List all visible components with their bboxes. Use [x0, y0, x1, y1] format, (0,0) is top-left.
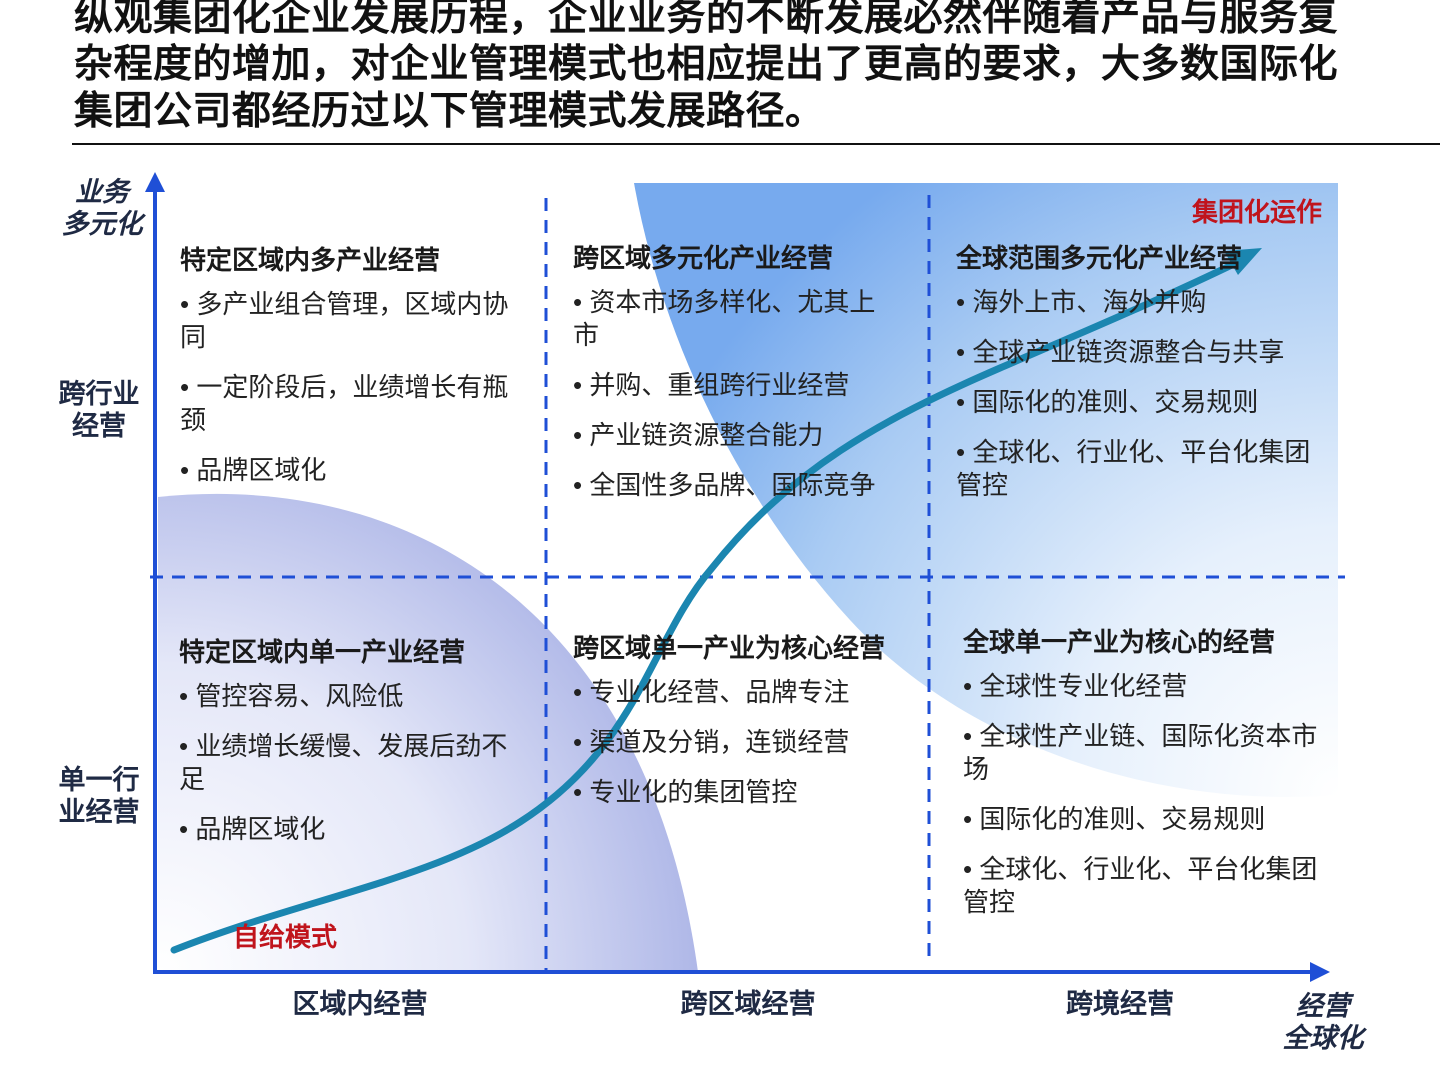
- x-level-cross-regional: 跨区域经营: [680, 989, 816, 1019]
- cell-list: 资本市场多样化、尤其上市 并购、重组跨行业经营 产业链资源整合能力 全国性多品牌…: [573, 286, 893, 502]
- list-item: 全球化、行业化、平台化集团管控: [956, 436, 1326, 502]
- y-axis-title-line1: 业务: [75, 177, 129, 207]
- y-level-label-line2: 业经营: [58, 797, 140, 827]
- y-axis-arrow: [145, 172, 165, 192]
- cell-top-mid: 跨区域多元化产业经营 资本市场多样化、尤其上市 并购、重组跨行业经营 产业链资源…: [573, 242, 893, 519]
- list-item: 渠道及分销，连锁经营: [573, 726, 923, 759]
- list-item: 品牌区域化: [180, 454, 515, 487]
- list-item: 国际化的准则、交易规则: [956, 386, 1326, 419]
- list-item: 并购、重组跨行业经营: [573, 369, 893, 402]
- cell-list: 海外上市、海外并购 全球产业链资源整合与共享 国际化的准则、交易规则 全球化、行…: [956, 286, 1326, 502]
- list-item: 海外上市、海外并购: [956, 286, 1326, 319]
- cell-title: 特定区域内多产业经营: [180, 245, 441, 275]
- list-item: 专业化的集团管控: [573, 776, 923, 809]
- y-level-label-line2: 经营: [72, 411, 126, 441]
- list-item: 全球产业链资源整合与共享: [956, 336, 1326, 369]
- list-item: 业绩增长缓慢、发展后劲不足: [179, 730, 519, 796]
- cell-title: 跨区域多元化产业经营: [573, 243, 834, 273]
- y-level-label-line1: 单一行: [58, 765, 140, 795]
- list-item: 专业化经营、品牌专注: [573, 676, 923, 709]
- x-axis-title-line2: 全球化: [1282, 1023, 1364, 1053]
- cell-title: 特定区域内单一产业经营: [179, 637, 466, 667]
- cell-title: 全球单一产业为核心的经营: [963, 627, 1276, 657]
- list-item: 产业链资源整合能力: [573, 419, 893, 452]
- cell-list: 全球性专业化经营 全球性产业链、国际化资本市场 国际化的准则、交易规则 全球化、…: [963, 670, 1333, 919]
- growth-curve-arrowhead: [1224, 248, 1262, 275]
- group-operation-tag: 集团化运作: [1192, 197, 1323, 227]
- cell-bottom-mid: 跨区域单一产业为核心经营 专业化经营、品牌专注 渠道及分销，连锁经营 专业化的集…: [573, 632, 923, 826]
- list-item: 全球性专业化经营: [963, 670, 1333, 703]
- list-item: 全球性产业链、国际化资本市场: [963, 720, 1333, 786]
- list-item: 全国性多品牌、国际竞争: [573, 469, 893, 502]
- x-level-regional: 区域内经营: [292, 989, 428, 1019]
- x-level-cross-border: 跨境经营: [1066, 989, 1174, 1019]
- list-item: 全球化、行业化、平台化集团管控: [963, 853, 1333, 919]
- headline: 纵观集团化企业发展历程，企业业务的不断发展必然伴随着产品与服务复杂程度的增加，对…: [74, 0, 1339, 133]
- y-level-single-industry: 单一行 业经营: [50, 764, 148, 828]
- list-item: 品牌区域化: [179, 813, 519, 846]
- cell-top-right: 全球范围多元化产业经营 海外上市、海外并购 全球产业链资源整合与共享 国际化的准…: [956, 242, 1326, 519]
- cell-title: 跨区域单一产业为核心经营: [573, 633, 886, 663]
- y-level-cross-industry: 跨行业 经营: [50, 378, 148, 442]
- list-item: 一定阶段后，业绩增长有瓶颈: [180, 371, 515, 437]
- cell-top-left: 特定区域内多产业经营 多产业组合管理，区域内协同 一定阶段后，业绩增长有瓶颈 品…: [180, 244, 515, 504]
- cell-title: 全球范围多元化产业经营: [956, 243, 1243, 273]
- x-axis-title: 经营 全球化: [1268, 990, 1378, 1054]
- cell-list: 多产业组合管理，区域内协同 一定阶段后，业绩增长有瓶颈 品牌区域化: [180, 288, 515, 487]
- cell-bottom-left: 特定区域内单一产业经营 管控容易、风险低 业绩增长缓慢、发展后劲不足 品牌区域化: [179, 636, 519, 863]
- cell-list: 管控容易、风险低 业绩增长缓慢、发展后劲不足 品牌区域化: [179, 680, 519, 846]
- y-level-label-line1: 跨行业: [58, 379, 140, 409]
- y-axis-title: 业务 多元化: [52, 176, 152, 240]
- list-item: 资本市场多样化、尤其上市: [573, 286, 893, 352]
- cell-bottom-right: 全球单一产业为核心的经营 全球性专业化经营 全球性产业链、国际化资本市场 国际化…: [963, 626, 1333, 936]
- list-item: 管控容易、风险低: [179, 680, 519, 713]
- list-item: 多产业组合管理，区域内协同: [180, 288, 515, 354]
- x-axis-arrow: [1310, 962, 1330, 982]
- y-axis-title-line2: 多元化: [61, 209, 143, 239]
- cell-list: 专业化经营、品牌专注 渠道及分销，连锁经营 专业化的集团管控: [573, 676, 923, 809]
- self-sufficient-tag: 自给模式: [233, 922, 338, 952]
- list-item: 国际化的准则、交易规则: [963, 803, 1333, 836]
- x-axis-title-line1: 经营: [1296, 991, 1350, 1021]
